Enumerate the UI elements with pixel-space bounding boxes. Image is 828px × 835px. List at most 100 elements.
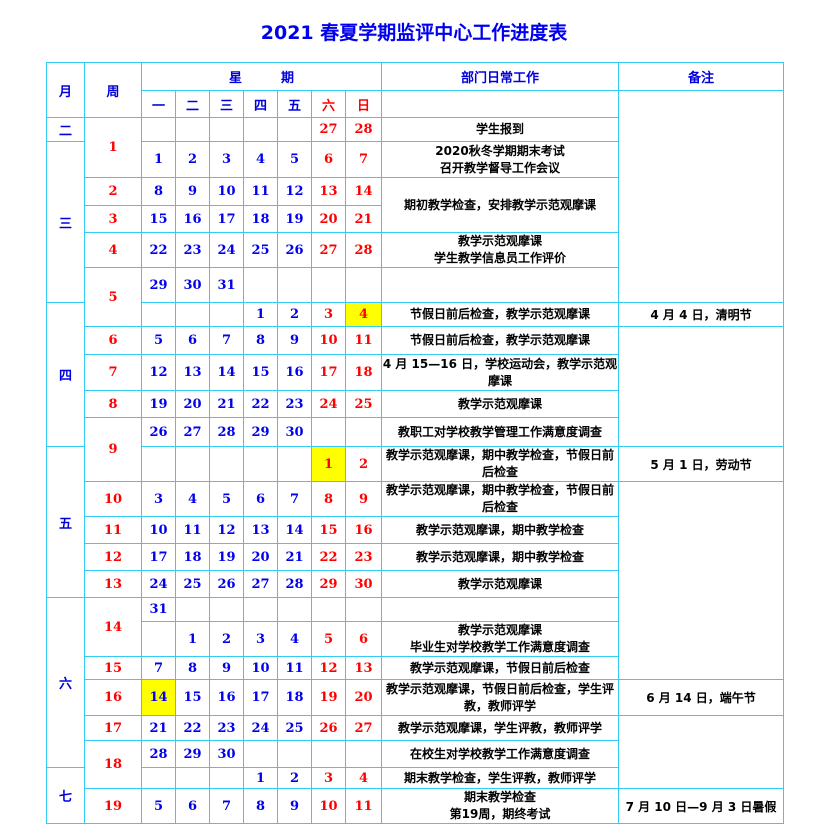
week-number: 18 [84, 740, 142, 789]
day-cell: 2 [175, 141, 210, 178]
day-cell: 15 [175, 679, 210, 716]
day-cell: 7 [345, 141, 382, 178]
day-cell [311, 597, 346, 622]
week-number: 1 [84, 117, 142, 178]
week-number: 7 [84, 354, 142, 391]
weekday-group-header: 星 期 [141, 62, 382, 91]
day-cell: 17 [141, 543, 176, 571]
day-cell: 22 [311, 543, 346, 571]
day-cell: 23 [209, 715, 244, 741]
week-header: 周 [84, 62, 142, 118]
calendar-row: 9 26 27 28 29 30 教职工对学校教学管理工作满意度调查 [47, 417, 784, 482]
day-cell: 14 [209, 354, 244, 391]
day-cell: 28 [141, 740, 176, 768]
holiday-day-cell: 1 [311, 446, 346, 482]
day-cell: 5 [277, 141, 312, 178]
calendar-row: 1 2 3 4 5 6 教学示范观摩课 毕业生对学校教学工作满意度调查 [47, 621, 784, 657]
day-cell: 20 [345, 679, 382, 716]
day-cell: 4 [345, 767, 382, 789]
weekday-header: 日 [345, 90, 382, 118]
work-cell: 教学示范观摩课，学生评教，教师评学 [381, 715, 619, 741]
day-cell: 7 [277, 481, 312, 517]
calendar-row: 16 14 15 16 17 18 19 20 教学示范观摩课，节假日前后检查，学生评教，教师评… [47, 679, 784, 716]
day-cell: 1 [243, 302, 278, 327]
day-cell: 8 [243, 326, 278, 355]
day-cell: 28 [277, 570, 312, 598]
day-cell: 12 [141, 354, 176, 391]
day-cell: 27 [311, 232, 346, 268]
day-cell [345, 597, 382, 622]
day-cell: 1 [175, 621, 210, 657]
month-header: 月 [46, 62, 85, 118]
day-cell: 5 [141, 326, 176, 355]
work-header: 部门日常工作 [381, 62, 619, 91]
notes-cell: 7 月 10 日—9 月 3 日暑假 [618, 788, 784, 824]
week-number: 14 [84, 597, 142, 657]
day-cell [345, 267, 382, 303]
holiday-day-cell: 14 [141, 679, 176, 716]
day-cell: 25 [345, 390, 382, 418]
week-number: 12 [84, 543, 142, 571]
notes-cell: 5 月 1 日，劳动节 [618, 446, 784, 482]
notes-header: 备注 [618, 62, 784, 91]
day-cell: 29 [175, 740, 210, 768]
calendar-row: 18 28 29 30 在校生对学校教学工作满意度调查 [47, 740, 784, 789]
work-cell: 教学示范观摩课 [381, 390, 619, 418]
calendar-row: 三 1 2 3 4 5 6 7 2020秋冬学期期末考试 召开教学督导工作会议 [46, 141, 784, 303]
notes-cell: 4 月 4 日，清明节 [618, 302, 784, 327]
calendar-row: 五 1 2 教学示范观摩课，期中教学检查，节假日前后检查 5 月 1 日，劳动节 [46, 446, 784, 598]
calendar-row: 六 14 31 [46, 597, 784, 768]
day-cell: 3 [243, 621, 278, 657]
day-cell: 4 [277, 621, 312, 657]
day-cell [209, 302, 244, 327]
day-cell: 26 [311, 715, 346, 741]
work-cell: 教职工对学校教学管理工作满意度调查 [381, 417, 619, 447]
day-cell [311, 417, 346, 447]
day-cell [209, 446, 244, 482]
day-cell: 6 [311, 141, 346, 178]
day-cell: 28 [345, 117, 382, 142]
day-cell: 19 [277, 205, 312, 233]
day-cell: 13 [243, 516, 278, 544]
day-cell: 5 [311, 621, 346, 657]
calendar-row: 二 1 27 28 学生报到 [46, 117, 784, 178]
month-label: 四 [46, 302, 85, 447]
day-cell: 8 [243, 788, 278, 824]
day-cell: 29 [243, 417, 278, 447]
calendar-row: 13 24 25 26 27 28 29 30 教学示范观摩课 [47, 570, 784, 598]
day-cell [243, 597, 278, 622]
day-cell [141, 302, 176, 327]
day-cell: 25 [243, 232, 278, 268]
day-cell: 28 [209, 417, 244, 447]
calendar-row: 7 12 13 14 15 16 17 18 4 月 15—16 日，学校运动会，教学示范观摩课 [47, 354, 784, 391]
day-cell: 27 [243, 570, 278, 598]
work-cell: 教学示范观摩课，期中教学检查 [381, 543, 619, 571]
day-cell: 30 [277, 417, 312, 447]
day-cell: 18 [345, 354, 382, 391]
day-cell: 1 [141, 141, 176, 178]
week-number: 6 [84, 326, 142, 355]
notes-cell [618, 715, 784, 789]
day-cell: 26 [209, 570, 244, 598]
week-number: 8 [84, 390, 142, 418]
day-cell: 27 [345, 715, 382, 741]
week-number: 19 [84, 788, 142, 824]
day-cell: 28 [345, 232, 382, 268]
work-cell: 期末教学检查，学生评教，教师评学 [381, 767, 619, 789]
day-cell: 13 [175, 354, 210, 391]
day-cell: 8 [311, 481, 346, 517]
weekday-header: 五 [277, 90, 312, 118]
day-cell: 26 [277, 232, 312, 268]
day-cell [209, 767, 244, 789]
calendar-row: 10 3 4 5 6 7 8 9 教学示范观摩课，期中教学检查，节假日前后检查 [47, 481, 784, 680]
day-cell: 19 [209, 543, 244, 571]
work-cell: 期末教学检查 第19周，期终考试 [381, 788, 619, 824]
calendar-row: 2 8 9 10 11 12 13 14 期初教学检查，安排教学示范观摩课 [47, 177, 784, 233]
day-cell: 2 [345, 446, 382, 482]
day-cell: 3 [209, 141, 244, 178]
day-cell [175, 302, 210, 327]
calendar-row: 3 15 16 17 18 19 20 21 [47, 205, 784, 233]
day-cell: 26 [141, 417, 176, 447]
day-cell: 17 [311, 354, 346, 391]
day-cell [209, 597, 244, 622]
